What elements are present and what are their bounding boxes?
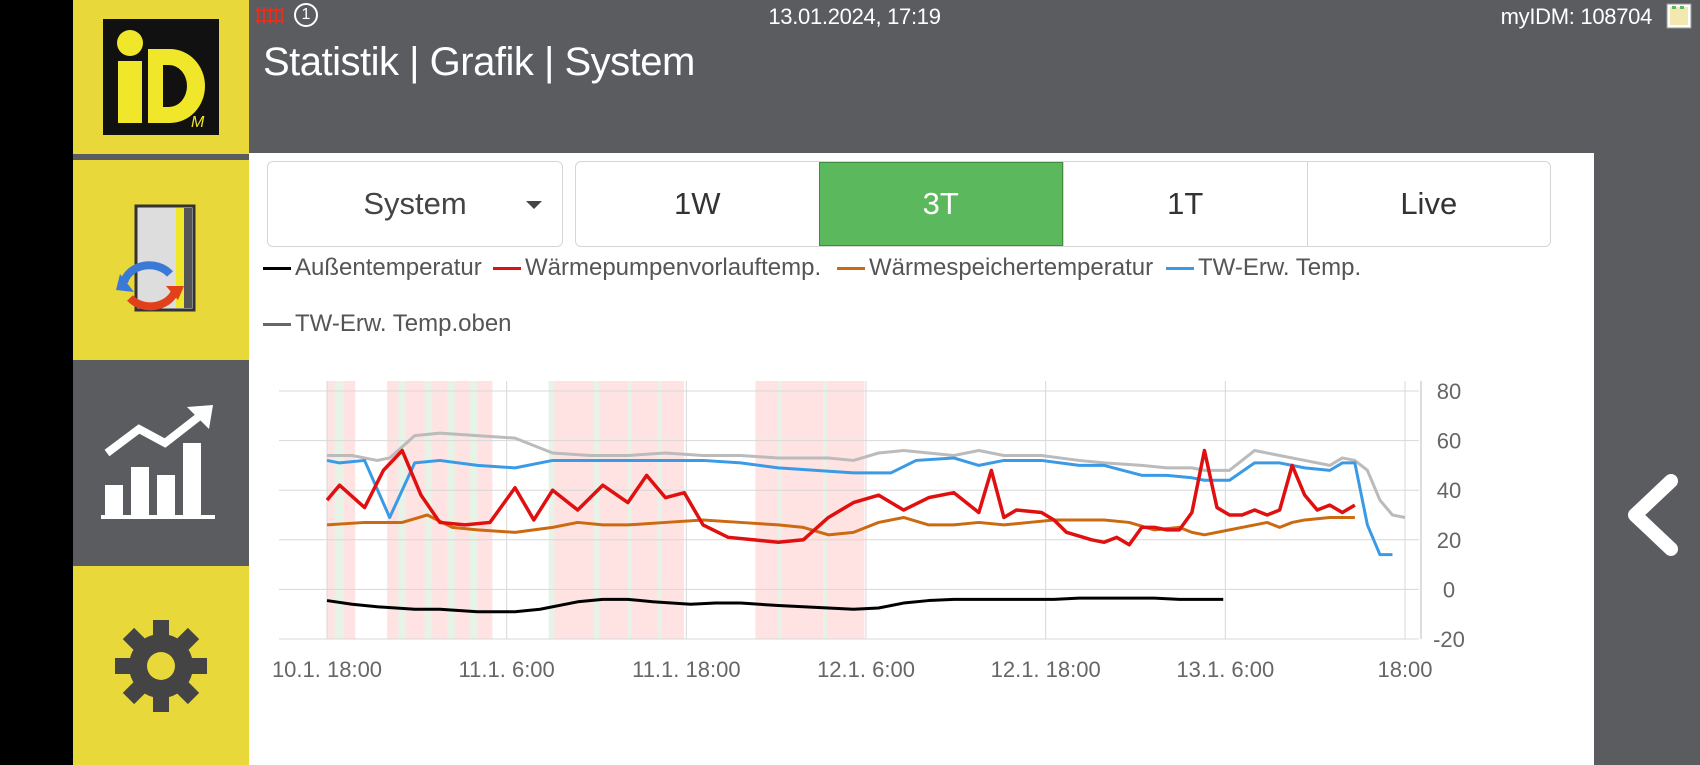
x-tick-label: 11.1. 18:00 xyxy=(632,657,740,682)
series-line xyxy=(325,448,1356,547)
status-band xyxy=(477,381,493,639)
back-chevron-icon[interactable] xyxy=(1613,465,1693,565)
series-line xyxy=(326,513,1355,537)
chart-icon xyxy=(101,405,215,519)
x-tick-label: 11.1. 6:00 xyxy=(459,657,555,682)
legend-label: Außentemperatur xyxy=(295,254,482,281)
legend-label: TW-Erw. Temp. xyxy=(1198,254,1362,281)
series-line xyxy=(327,431,1406,519)
alert-badge[interactable]: 1 xyxy=(294,3,318,27)
y-tick-label: -20 xyxy=(1433,627,1465,652)
range-selector: 1W 3T 1T Live xyxy=(575,161,1551,247)
status-band xyxy=(631,381,685,639)
range-button-1w[interactable]: 1W xyxy=(674,186,721,221)
status-band xyxy=(755,381,767,639)
range-button-1t[interactable]: 1T xyxy=(1063,162,1307,246)
x-tick-label: 18:00 xyxy=(1377,657,1432,682)
logo-sub-text: M xyxy=(191,114,205,131)
status-band xyxy=(777,381,786,639)
y-tick-label: 40 xyxy=(1437,478,1461,503)
status-band xyxy=(661,381,669,639)
y-tick-label: 20 xyxy=(1437,528,1461,553)
sidebar-item-statistics[interactable] xyxy=(73,366,249,560)
legend-swatch xyxy=(263,266,291,270)
app-frame: M xyxy=(73,0,1700,765)
x-tick-label: 12.1. 6:00 xyxy=(817,657,915,682)
range-button-3t[interactable]: 3T xyxy=(818,162,1063,246)
heating-icon xyxy=(256,7,284,24)
legend-item[interactable]: TW-Erw. Temp.oben xyxy=(263,310,512,338)
series-line xyxy=(326,456,1393,557)
legend-item[interactable]: Wärmespeichertemperatur xyxy=(837,254,1153,282)
legend-swatch xyxy=(493,266,521,270)
y-tick-label: 80 xyxy=(1437,379,1461,404)
chart-panel: System 1W 3T 1T Live Außentemperatur Wär… xyxy=(249,153,1594,765)
sidebar-item-settings[interactable] xyxy=(73,566,249,765)
y-tick-label: 0 xyxy=(1443,577,1455,602)
legend-label: Wärmepumpenvorlauftemp. xyxy=(525,254,822,281)
idm-logo-icon: M xyxy=(103,19,219,135)
page-title: Statistik | Grafik | System xyxy=(263,40,695,84)
x-tick-label: 10.1. 18:00 xyxy=(272,657,382,682)
y-tick-label: 60 xyxy=(1437,429,1461,454)
system-dropdown[interactable]: System xyxy=(267,161,563,247)
chevron-down-icon xyxy=(526,201,542,209)
x-tick-label: 13.1. 6:00 xyxy=(1176,657,1274,682)
gear-icon xyxy=(115,619,207,712)
datetime: 13.01.2024, 17:19 xyxy=(768,4,941,29)
legend-swatch xyxy=(263,322,291,326)
dropdown-value: System xyxy=(363,186,467,221)
sidebar-item-sync[interactable] xyxy=(73,160,249,360)
sidebar: M xyxy=(73,0,249,765)
top-bar: 1 13.01.2024, 17:19 myIDM: 108704 Statis… xyxy=(249,0,1700,153)
legend-label: TW-Erw. Temp.oben xyxy=(295,310,512,337)
status-band xyxy=(548,381,560,639)
x-tick-label: 12.1. 18:00 xyxy=(991,657,1101,682)
legend-item[interactable]: Wärmepumpenvorlauftemp. xyxy=(493,254,821,282)
account-id: myIDM: 108704 xyxy=(1500,4,1653,29)
network-icon[interactable] xyxy=(1666,3,1692,29)
legend-swatch xyxy=(837,266,865,270)
sidebar-item-logo[interactable]: M xyxy=(73,0,249,154)
legend-label: Wärmespeichertemperatur xyxy=(869,254,1154,281)
alert-badge-count: 1 xyxy=(301,6,311,23)
status-band xyxy=(826,381,865,639)
legend-swatch xyxy=(1166,266,1194,270)
legend-item[interactable]: TW-Erw. Temp. xyxy=(1166,254,1361,282)
range-button-live[interactable]: Live xyxy=(1306,162,1551,246)
status-band xyxy=(343,381,356,639)
legend-item[interactable]: Außentemperatur xyxy=(263,254,482,282)
sync-icon xyxy=(116,204,196,312)
line-chart: 80 60 40 20 0 -20 10.1. 18:00 11.1. 6:00 11.1. 1… xyxy=(272,379,1465,682)
series-line xyxy=(326,596,1224,614)
